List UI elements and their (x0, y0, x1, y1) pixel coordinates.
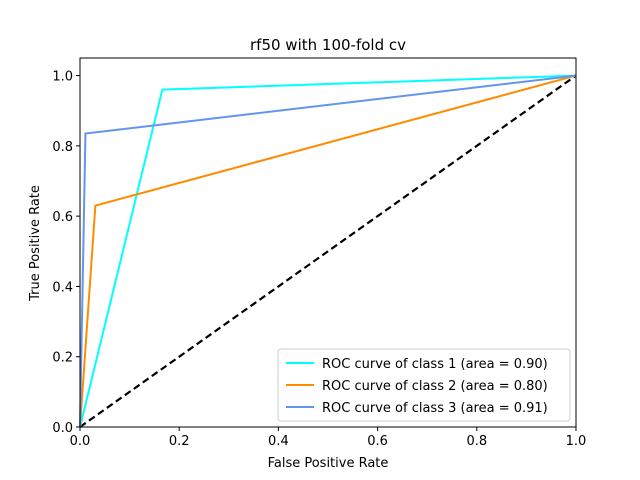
x-tick-label: 0.2 (169, 434, 190, 449)
y-axis-label: True Positive Rate (28, 185, 43, 302)
y-tick-label: 0.4 (52, 280, 73, 295)
legend-entry-label: ROC curve of class 2 (area = 0.80) (322, 379, 548, 394)
y-tick-label: 0.8 (52, 140, 73, 155)
axes-frame (79, 57, 577, 428)
roc-line-class-1 (79, 74, 577, 428)
y-tick-label: 0.2 (52, 351, 73, 366)
legend-box (277, 348, 571, 422)
legend-entry-label: ROC curve of class 1 (area = 0.90) (322, 357, 548, 372)
roc-line-class-3 (79, 74, 577, 428)
y-tick-label: 1.0 (52, 70, 73, 85)
chart-title: rf50 with 100-fold cv (250, 36, 406, 54)
x-tick-label: 0.8 (466, 434, 487, 449)
y-tick-label: 0.0 (52, 421, 73, 436)
legend-entry-label: ROC curve of class 3 (area = 0.91) (322, 401, 548, 416)
x-tick-label: 0.6 (367, 434, 388, 449)
plot-area: 0.0 0.2 0.4 0.6 0.8 1.0 0.0 0.2 0.4 0.6 0.8 1.0 ROC … (52, 57, 587, 449)
x-axis-label: False Positive Rate (268, 456, 389, 471)
y-tick-label: 0.6 (52, 210, 73, 225)
x-tick-label: 0.4 (268, 434, 289, 449)
reference-diagonal-line (79, 74, 577, 428)
roc-line-class-2 (79, 74, 577, 428)
legend: ROC curve of class 1 (area = 0.90) ROC cu… (277, 348, 571, 422)
x-tick-label: 1.0 (566, 434, 587, 449)
x-tick-label: 0.0 (70, 434, 91, 449)
